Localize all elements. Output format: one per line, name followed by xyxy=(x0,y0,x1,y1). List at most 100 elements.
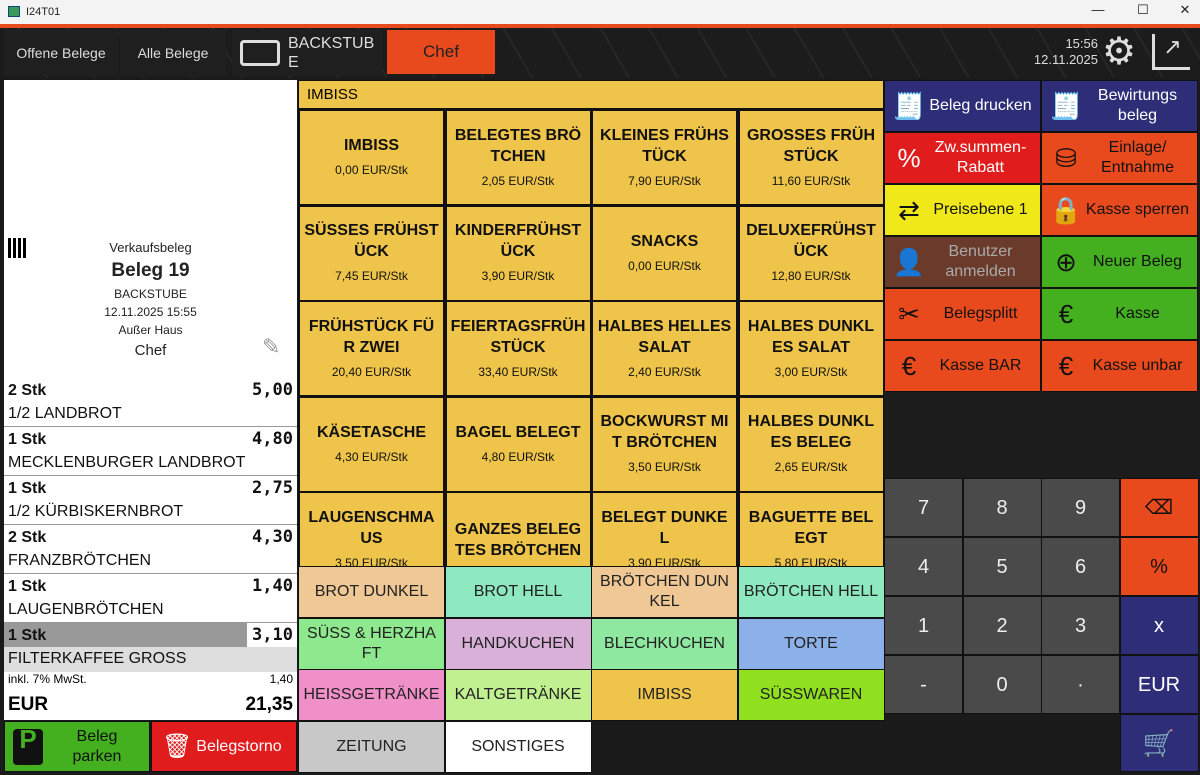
title-bar: I24T01 — ☐ ✕ xyxy=(0,0,1200,28)
gear-icon[interactable]: ⚙ xyxy=(1102,31,1137,73)
function-button[interactable]: ⇄ Preisebene 1 xyxy=(884,184,1041,236)
minimize-button[interactable]: — xyxy=(1091,2,1105,17)
product-button[interactable]: FRÜHSTÜCK FÜR ZWEI 20,40 EUR/Stk xyxy=(298,300,445,397)
keypad-key[interactable]: 8 xyxy=(962,478,1042,537)
user-button[interactable]: Chef xyxy=(387,30,495,74)
product-button[interactable]: LAUGENSCHMAUS 3,50 EUR/Stk xyxy=(298,491,445,566)
category-button[interactable]: SONSTIGES xyxy=(444,720,592,773)
park-receipt-button[interactable]: P Beleg parken xyxy=(4,721,150,772)
receipt-line-item[interactable]: 2 Stk 5,00 1/2 LANDBROT xyxy=(4,378,297,427)
product-price: 3,00 EUR/Stk xyxy=(774,364,848,379)
category-button[interactable]: KALTGETRÄNKE xyxy=(444,669,592,721)
product-name: BELEGT DUNKEL xyxy=(601,508,728,547)
receipt-line-item[interactable]: 1 Stk 1,40 LAUGENBRÖTCHEN xyxy=(4,574,297,623)
product-button[interactable]: HALBES DUNKLES BELEG 2,65 EUR/Stk xyxy=(737,395,884,493)
keypad-key[interactable]: 0 xyxy=(962,655,1042,714)
function-button[interactable]: € Kasse xyxy=(1041,288,1198,340)
product-button[interactable]: BAGUETTE BELEGT 5,80 EUR/Stk xyxy=(737,491,884,566)
keypad-key[interactable]: - xyxy=(884,655,963,714)
function-label: Kasse sperren xyxy=(1085,201,1190,218)
keypad-key[interactable]: · xyxy=(1041,655,1120,714)
location-button[interactable]: BACKSTUBE xyxy=(232,30,382,76)
edit-icon[interactable]: ✎ xyxy=(262,334,281,359)
category-button[interactable]: IMBISS xyxy=(591,669,738,721)
maximize-button[interactable]: ☐ xyxy=(1137,2,1149,17)
tax-label: inkl. 7% MwSt. xyxy=(8,672,87,686)
keypad-key[interactable]: 2 xyxy=(962,596,1042,655)
category-button[interactable]: BROT DUNKEL xyxy=(298,566,445,618)
keypad-key[interactable]: 7 xyxy=(884,478,963,537)
receipt-line-item[interactable]: 1 Stk 4,80 MECKLENBURGER LANDBROT xyxy=(4,427,297,476)
product-name: LAUGENSCHMAUS xyxy=(308,508,435,547)
receipt-line-item[interactable]: 1 Stk 3,10 FILTERKAFFEE GROSS xyxy=(4,623,297,672)
product-button[interactable]: BAGEL BELEGT 4,80 EUR/Stk xyxy=(444,395,592,493)
product-button[interactable]: FEIERTAGSFRÜHSTÜCK 33,40 EUR/Stk xyxy=(444,300,592,397)
function-button[interactable]: 🧾 Beleg drucken xyxy=(884,80,1041,132)
keypad-key[interactable]: 3 xyxy=(1041,596,1120,655)
open-receipts-tab[interactable]: Offene Belege xyxy=(4,30,118,76)
function-button[interactable]: 👤 Benutzer anmelden xyxy=(884,236,1041,288)
product-button[interactable]: BOCKWURST MIT BRÖTCHEN 3,50 EUR/Stk xyxy=(591,395,738,493)
category-button[interactable]: BROT HELL xyxy=(444,566,592,618)
product-price: 11,60 EUR/Stk xyxy=(771,173,851,188)
receipt-line-item[interactable]: 2 Stk 4,30 FRANZBRÖTCHEN xyxy=(4,525,297,574)
backspace-key[interactable]: ⌫ xyxy=(1119,478,1199,537)
product-name: GROSSES FRÜHSTÜCK xyxy=(746,126,875,165)
statistics-icon[interactable]: ↗ xyxy=(1152,34,1190,70)
category-button[interactable]: ZEITUNG xyxy=(298,720,445,773)
all-receipts-tab[interactable]: Alle Belege xyxy=(120,30,226,76)
product-button[interactable]: GROSSES FRÜHSTÜCK 11,60 EUR/Stk xyxy=(737,109,884,206)
close-button[interactable]: ✕ xyxy=(1179,2,1191,17)
keypad-key[interactable]: EUR xyxy=(1119,655,1199,714)
product-button[interactable]: BELEGTES BRÖTCHEN 2,05 EUR/Stk xyxy=(444,109,592,206)
product-button[interactable]: HALBES HELLES SALAT 2,40 EUR/Stk xyxy=(591,300,738,397)
item-name: 1/2 KÜRBISKERNBROT xyxy=(8,503,184,520)
function-button[interactable]: 🧾 Bewirtungs beleg xyxy=(1041,80,1198,132)
category-button[interactable]: HANDKUCHEN xyxy=(444,617,592,670)
category-button[interactable]: BRÖTCHEN DUNKEL xyxy=(591,566,738,618)
function-button[interactable]: € Kasse BAR xyxy=(884,340,1041,392)
cart-icon[interactable]: 🛒 xyxy=(1119,714,1199,772)
product-button[interactable]: SNACKS 0,00 EUR/Stk xyxy=(591,204,738,302)
product-button[interactable]: BELEGT DUNKEL 3,90 EUR/Stk xyxy=(591,491,738,566)
receipt-panel: Verkaufsbeleg Beleg 19 BACKSTUBE 12.11.2… xyxy=(4,80,297,720)
keypad-key[interactable]: 5 xyxy=(962,537,1042,596)
keypad-key[interactable]: 1 xyxy=(884,596,963,655)
function-button[interactable]: ✂ Belegsplitt xyxy=(884,288,1041,340)
function-button[interactable]: ⊕ Neuer Beleg xyxy=(1041,236,1198,288)
function-button[interactable]: € Kasse unbar xyxy=(1041,340,1198,392)
category-button[interactable]: SÜSS & HERZHAFT xyxy=(298,617,445,670)
spacer xyxy=(884,390,1200,478)
keypad-key[interactable]: % xyxy=(1119,537,1199,596)
receipt-total: 21,35 xyxy=(245,694,293,715)
item-quantity: 1 Stk xyxy=(8,431,47,448)
product-button[interactable]: KÄSETASCHE 4,30 EUR/Stk xyxy=(298,395,445,493)
app-icon xyxy=(8,6,20,17)
keypad-key[interactable]: 6 xyxy=(1041,537,1120,596)
product-button[interactable]: DELUXEFRÜHSTÜCK 12,80 EUR/Stk xyxy=(737,204,884,302)
product-price: 0,00 EUR/Stk xyxy=(335,163,408,177)
product-price: 4,30 EUR/Stk xyxy=(335,449,408,464)
category-button[interactable]: TORTE xyxy=(737,617,885,670)
function-button[interactable]: % Zw.summen-Rabatt xyxy=(884,132,1041,184)
product-button[interactable]: SÜSSES FRÜHSTÜCK 7,45 EUR/Stk xyxy=(298,204,445,302)
category-button[interactable]: HEISSGETRÄNKE xyxy=(298,669,445,721)
keypad-key[interactable]: 4 xyxy=(884,537,963,596)
product-price: 3,50 EUR/Stk xyxy=(335,555,408,567)
category-button[interactable]: SÜSSWAREN xyxy=(737,669,885,721)
product-button[interactable]: GANZES BELEGTES BRÖTCHEN xyxy=(444,491,592,566)
function-button[interactable]: ⛁ Einlage/ Entnahme xyxy=(1041,132,1198,184)
product-button[interactable]: IMBISS 0,00 EUR/Stk xyxy=(298,109,445,206)
function-button[interactable]: 🔒 Kasse sperren xyxy=(1041,184,1198,236)
cancel-receipt-button[interactable]: 🗑 Belegstorno xyxy=(151,721,297,772)
qr-code-icon[interactable] xyxy=(8,238,28,258)
category-button[interactable]: BLECHKUCHEN xyxy=(591,617,738,670)
product-button[interactable]: KINDERFRÜHSTÜCK 3,90 EUR/Stk xyxy=(444,204,592,302)
keypad-key[interactable]: x xyxy=(1119,596,1199,655)
product-button[interactable]: KLEINES FRÜHSTÜCK 7,90 EUR/Stk xyxy=(591,109,738,206)
receipt-line-item[interactable]: 1 Stk 2,75 1/2 KÜRBISKERNBROT xyxy=(4,476,297,525)
category-button[interactable]: BRÖTCHEN HELL xyxy=(737,566,885,618)
product-name: BAGEL BELEGT xyxy=(455,423,581,441)
product-button[interactable]: HALBES DUNKLES SALAT 3,00 EUR/Stk xyxy=(737,300,884,397)
keypad-key[interactable]: 9 xyxy=(1041,478,1120,537)
